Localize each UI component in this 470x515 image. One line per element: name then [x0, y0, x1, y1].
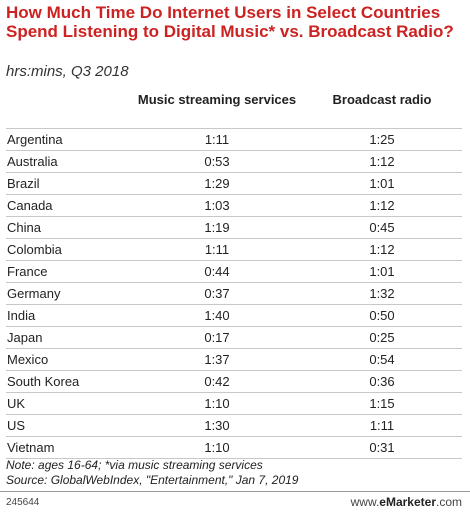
cell-music-streaming: 1:30 [132, 414, 302, 437]
cell-music-streaming: 1:29 [132, 172, 302, 195]
cell-broadcast-radio: 0:50 [302, 304, 462, 327]
table-row: Colombia 1:11 1:12 [6, 238, 462, 261]
cell-country: Argentina [6, 128, 132, 151]
brand-suffix: .com [435, 495, 462, 509]
cell-broadcast-radio: 1:11 [302, 414, 462, 437]
cell-music-streaming: 1:11 [132, 128, 302, 151]
cell-music-streaming: 0:42 [132, 370, 302, 393]
cell-country: UK [6, 392, 132, 415]
table-header-row: Music streaming services Broadcast radio [6, 90, 462, 129]
cell-country: Brazil [6, 172, 132, 195]
cell-music-streaming: 1:03 [132, 194, 302, 217]
cell-broadcast-radio: 0:45 [302, 216, 462, 239]
cell-music-streaming: 0:37 [132, 282, 302, 305]
cell-country: France [6, 260, 132, 283]
cell-country: Vietnam [6, 436, 132, 459]
note-text: Note: ages 16-64; *via music streaming s… [6, 458, 263, 472]
table-row: Japan 0:17 0:25 [6, 326, 462, 349]
cell-country: China [6, 216, 132, 239]
table-row: Mexico 1:37 0:54 [6, 348, 462, 371]
cell-music-streaming: 1:10 [132, 392, 302, 415]
cell-broadcast-radio: 1:12 [302, 238, 462, 261]
cell-country: Australia [6, 150, 132, 173]
table-row: China 1:19 0:45 [6, 216, 462, 239]
table-row: Australia 0:53 1:12 [6, 150, 462, 173]
cell-broadcast-radio: 0:36 [302, 370, 462, 393]
table-row: UK 1:10 1:15 [6, 392, 462, 415]
column-header-music-streaming: Music streaming services [137, 92, 297, 107]
cell-country: Colombia [6, 238, 132, 261]
cell-broadcast-radio: 0:54 [302, 348, 462, 371]
cell-music-streaming: 1:40 [132, 304, 302, 327]
cell-country: India [6, 304, 132, 327]
cell-country: Japan [6, 326, 132, 349]
table-row: Germany 0:37 1:32 [6, 282, 462, 305]
cell-broadcast-radio: 1:12 [302, 194, 462, 217]
table-row: India 1:40 0:50 [6, 304, 462, 327]
data-table: Music streaming services Broadcast radio… [6, 90, 462, 459]
cell-music-streaming: 0:44 [132, 260, 302, 283]
chart-id: 245644 [6, 497, 40, 508]
cell-music-streaming: 1:19 [132, 216, 302, 239]
footer: 245644 www.eMarketer.com [0, 491, 470, 515]
cell-country: Germany [6, 282, 132, 305]
cell-music-streaming: 0:53 [132, 150, 302, 173]
cell-broadcast-radio: 1:01 [302, 260, 462, 283]
brand-prefix: www. [350, 495, 380, 509]
table-row: Vietnam 1:10 0:31 [6, 436, 462, 459]
cell-broadcast-radio: 1:12 [302, 150, 462, 173]
chart-notes: Note: ages 16-64; *via music streaming s… [6, 458, 298, 488]
table-row: Canada 1:03 1:12 [6, 194, 462, 217]
cell-music-streaming: 1:37 [132, 348, 302, 371]
cell-music-streaming: 1:10 [132, 436, 302, 459]
cell-country: US [6, 414, 132, 437]
cell-music-streaming: 0:17 [132, 326, 302, 349]
cell-country: Mexico [6, 348, 132, 371]
chart-subtitle: hrs:mins, Q3 2018 [6, 63, 129, 80]
table-body: Argentina 1:11 1:25 Australia 0:53 1:12 Brazil… [6, 128, 462, 459]
chart-title: How Much Time Do Internet Users in Selec… [6, 3, 454, 41]
brand-logo: www.eMarketer.com [351, 495, 462, 509]
table-row: Argentina 1:11 1:25 [6, 128, 462, 151]
table-row: South Korea 0:42 0:36 [6, 370, 462, 393]
cell-broadcast-radio: 0:25 [302, 326, 462, 349]
cell-broadcast-radio: 1:01 [302, 172, 462, 195]
cell-music-streaming: 1:11 [132, 238, 302, 261]
cell-country: South Korea [6, 370, 132, 393]
cell-broadcast-radio: 1:32 [302, 282, 462, 305]
column-header-broadcast-radio: Broadcast radio [332, 92, 432, 107]
cell-broadcast-radio: 1:15 [302, 392, 462, 415]
cell-broadcast-radio: 0:31 [302, 436, 462, 459]
table-row: Brazil 1:29 1:01 [6, 172, 462, 195]
table-row: US 1:30 1:11 [6, 414, 462, 437]
cell-country: Canada [6, 194, 132, 217]
cell-broadcast-radio: 1:25 [302, 128, 462, 151]
table-row: France 0:44 1:01 [6, 260, 462, 283]
column-header-country [6, 90, 132, 129]
brand-name: eMarketer [379, 495, 436, 509]
source-text: Source: GlobalWebIndex, "Entertainment,"… [6, 473, 299, 487]
